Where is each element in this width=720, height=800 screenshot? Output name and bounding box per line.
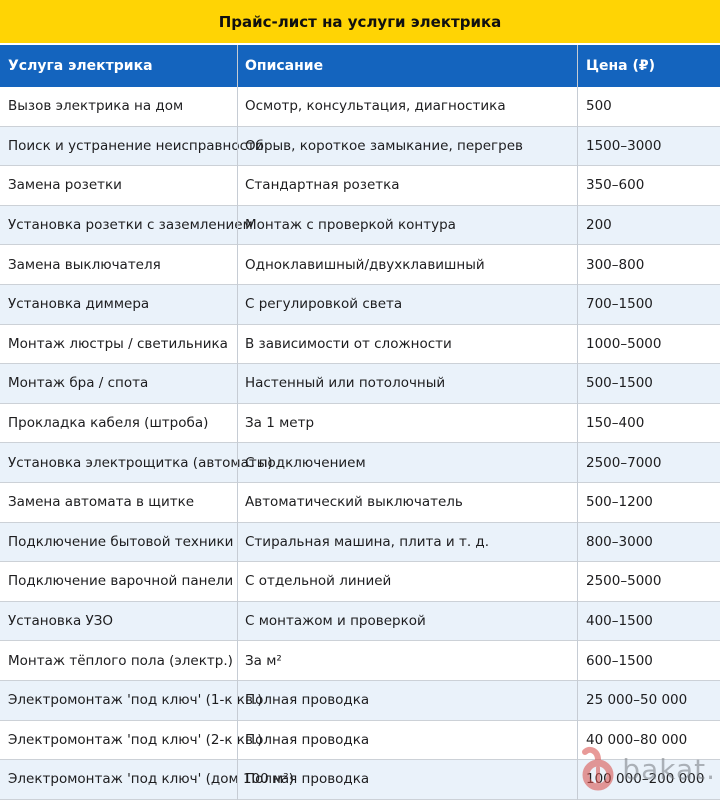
description-cell: В зависимости от сложности xyxy=(245,335,452,352)
price-cell: 350–600 xyxy=(586,177,645,194)
table-row: Поиск и устранение неисправности Обрыв, к… xyxy=(0,126,720,167)
service-cell: Монтаж тёплого пола (электр.) xyxy=(8,652,233,669)
service-cell: Установка УЗО xyxy=(8,613,114,630)
description-cell: Стиральная машина, плита и т. д. xyxy=(245,533,490,550)
table-body: Вызов электрика на дом Осмотр, консультац… xyxy=(0,87,720,800)
service-cell: Замена розетки xyxy=(8,177,122,194)
service-cell: Электромонтаж 'под ключ' (1-к кв.) xyxy=(8,692,263,709)
price-cell: 700–1500 xyxy=(586,296,653,313)
description-cell: С регулировкой света xyxy=(245,296,403,313)
table-row: Замена автомата в щитке Автоматический вы… xyxy=(0,482,720,523)
table-row: Установка розетки с заземлением Монтаж с … xyxy=(0,205,720,246)
service-cell: Монтаж бра / спота xyxy=(8,375,149,392)
title-separator xyxy=(0,43,720,45)
table-row: Подключение варочной панели С отдельной л… xyxy=(0,562,720,602)
price-cell: 1500–3000 xyxy=(586,137,662,154)
description-cell: Настенный или потолочный xyxy=(245,375,446,392)
title-bar: Прайс-лист на услуги электрика xyxy=(0,0,720,43)
service-cell: Установка диммера xyxy=(8,296,150,313)
description-cell: Обрыв, короткое замыкание, перегрев xyxy=(245,137,523,154)
table-row: Вызов электрика на дом Осмотр, консультац… xyxy=(0,87,720,127)
service-cell: Замена выключателя xyxy=(8,256,161,273)
table-row: Электромонтаж 'под ключ' (1-к кв.) Полная… xyxy=(0,680,720,721)
service-cell: Установка розетки с заземлением xyxy=(8,217,253,234)
price-cell: 2500–5000 xyxy=(586,573,662,590)
table-row: Подключение бытовой техники Стиральная ма… xyxy=(0,522,720,563)
service-cell: Замена автомата в щитке xyxy=(8,494,195,511)
description-cell: За 1 метр xyxy=(245,415,315,432)
service-cell: Электромонтаж 'под ключ' (дом 100 м²) xyxy=(8,771,294,788)
table-row: Установка электрощитка (автоматы) С подкл… xyxy=(0,443,720,483)
column-divider-2 xyxy=(577,45,578,800)
column-header-service: Услуга электрика xyxy=(8,58,153,74)
page-title: Прайс-лист на услуги электрика xyxy=(218,12,502,31)
price-cell: 1000–5000 xyxy=(586,335,662,352)
price-cell: 2500–7000 xyxy=(586,454,662,471)
description-cell: С отдельной линией xyxy=(245,573,392,590)
table-row: Замена розетки Стандартная розетка 350–600 xyxy=(0,166,720,206)
service-cell: Прокладка кабеля (штроба) xyxy=(8,415,209,432)
description-cell: Монтаж с проверкой контура xyxy=(245,217,456,234)
description-cell: Одноклавишный/двухклавишный xyxy=(245,256,485,273)
price-cell: 100 000–200 000 xyxy=(586,771,705,788)
table-row: Монтаж тёплого пола (электр.) За м² 600–15… xyxy=(0,641,720,681)
description-cell: Полная проводка xyxy=(245,692,370,709)
price-cell: 150–400 xyxy=(586,415,645,432)
table-row: Монтаж люстры / светильника В зависимости… xyxy=(0,324,720,365)
price-cell: 25 000–50 000 xyxy=(586,692,688,709)
description-cell: Полная проводка xyxy=(245,731,370,748)
description-cell: За м² xyxy=(245,652,282,669)
service-cell: Электромонтаж 'под ключ' (2-к кв.) xyxy=(8,731,263,748)
price-cell: 500–1200 xyxy=(586,494,653,511)
description-cell: Стандартная розетка xyxy=(245,177,400,194)
table-row: Замена выключателя Одноклавишный/двухклав… xyxy=(0,245,720,285)
price-cell: 300–800 xyxy=(586,256,645,273)
table-row: Электромонтаж 'под ключ' (дом 100 м²) Пол… xyxy=(0,760,720,800)
table-row: Электромонтаж 'под ключ' (2-к кв.) Полная… xyxy=(0,720,720,761)
service-cell: Подключение варочной панели xyxy=(8,573,234,590)
table-header: Услуга электрика Описание Цена (₽) xyxy=(0,45,720,87)
price-cell: 200 xyxy=(586,217,612,234)
price-cell: 400–1500 xyxy=(586,613,653,630)
service-cell: Поиск и устранение неисправности xyxy=(8,137,264,154)
column-header-price: Цена (₽) xyxy=(586,58,656,74)
description-cell: Осмотр, консультация, диагностика xyxy=(245,98,506,115)
table-row: Монтаж бра / спота Настенный или потолочн… xyxy=(0,364,720,404)
column-divider-1 xyxy=(237,45,238,800)
price-cell: 500–1500 xyxy=(586,375,653,392)
description-cell: С подключением xyxy=(245,454,366,471)
description-cell: С монтажом и проверкой xyxy=(245,613,426,630)
price-cell: 600–1500 xyxy=(586,652,653,669)
price-cell: 40 000–80 000 xyxy=(586,731,688,748)
table-row: Прокладка кабеля (штроба) За 1 метр 150–40… xyxy=(0,403,720,444)
column-header-description: Описание xyxy=(245,58,324,74)
service-cell: Установка электрощитка (автоматы) xyxy=(8,454,273,471)
description-cell: Полная проводка xyxy=(245,771,370,788)
price-cell: 500 xyxy=(586,98,612,115)
service-cell: Монтаж люстры / светильника xyxy=(8,335,228,352)
service-cell: Подключение бытовой техники xyxy=(8,533,234,550)
table-row: Установка диммера С регулировкой света 700… xyxy=(0,284,720,325)
price-cell: 800–3000 xyxy=(586,533,653,550)
description-cell: Автоматический выключатель xyxy=(245,494,463,511)
table-row: Установка УЗО С монтажом и проверкой 400–1… xyxy=(0,601,720,642)
service-cell: Вызов электрика на дом xyxy=(8,98,184,115)
